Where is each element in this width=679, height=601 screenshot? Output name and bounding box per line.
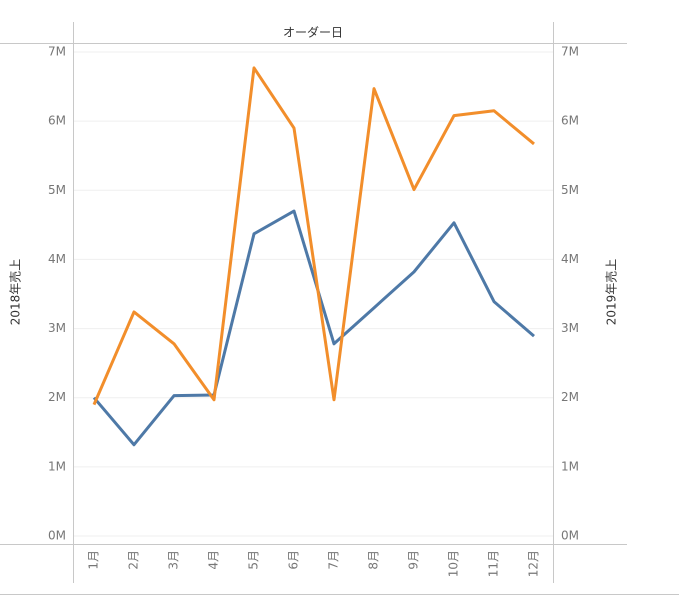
y2-tick-label: 0M xyxy=(561,529,579,543)
x-tick-label: 8月 xyxy=(367,550,381,570)
x-tick-label: 1月 xyxy=(87,550,101,570)
y-tick-label: 0M xyxy=(48,529,66,543)
x-tick-label: 11月 xyxy=(487,550,501,577)
x-tick-label: 4月 xyxy=(207,550,221,570)
y-tick-label: 7M xyxy=(48,45,66,59)
y2-tick-label: 4M xyxy=(561,252,579,266)
x-tick-label: 10月 xyxy=(447,550,461,577)
y2-axis-title: 2019年売上 xyxy=(604,259,619,326)
y2-tick-label: 2M xyxy=(561,390,579,404)
x-tick-label: 9月 xyxy=(407,550,421,570)
x-tick-label: 6月 xyxy=(287,550,301,570)
y-tick-label: 1M xyxy=(48,459,66,473)
y-tick-label: 2M xyxy=(48,390,66,404)
x-tick-label: 3月 xyxy=(167,550,181,570)
x-tick-label: 5月 xyxy=(247,550,261,570)
y-axis-title: 2018年売上 xyxy=(8,259,23,326)
x-tick-label: 2月 xyxy=(127,550,141,570)
x-tick-label: 12月 xyxy=(527,550,541,577)
line-series xyxy=(92,66,535,406)
y2-tick-label: 7M xyxy=(561,45,579,59)
y-tick-label: 4M xyxy=(48,252,66,266)
x-tick-label: 7月 xyxy=(327,550,341,570)
y2-tick-label: 5M xyxy=(561,183,579,197)
line-series xyxy=(92,209,535,447)
y-tick-label: 6M xyxy=(48,114,66,128)
y2-tick-label: 3M xyxy=(561,321,579,335)
y2-tick-label: 1M xyxy=(561,459,579,473)
y-tick-label: 5M xyxy=(48,183,66,197)
y-tick-label: 3M xyxy=(48,321,66,335)
chart-title: オーダー日 xyxy=(283,25,343,40)
y2-tick-label: 6M xyxy=(561,114,579,128)
